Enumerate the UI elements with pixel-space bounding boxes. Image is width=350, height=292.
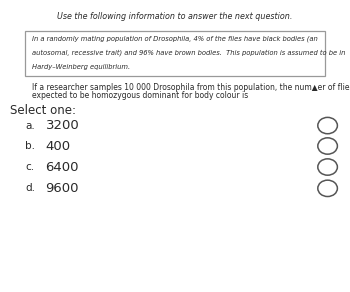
Text: expected to be homozygous dominant for body colour is: expected to be homozygous dominant for b… (32, 91, 248, 100)
FancyBboxPatch shape (25, 31, 325, 76)
Text: b.: b. (25, 141, 35, 151)
Circle shape (318, 159, 337, 175)
Text: Hardy–Weinberg equilibrium.: Hardy–Weinberg equilibrium. (32, 64, 130, 70)
Text: Use the following information to answer the next question.: Use the following information to answer … (57, 12, 293, 21)
Circle shape (318, 117, 337, 134)
Text: a.: a. (25, 121, 35, 131)
Text: d.: d. (25, 183, 35, 193)
Text: If a researcher samples 10 000 Drosophila from this population, the num▲er of fl: If a researcher samples 10 000 Drosophil… (32, 83, 350, 92)
Text: 3200: 3200 (46, 119, 79, 132)
Text: In a randomly mating population of Drosophila, 4% of the flies have black bodies: In a randomly mating population of Droso… (32, 36, 317, 42)
Text: 400: 400 (46, 140, 71, 152)
Text: autosomal, recessive trait) and 96% have brown bodies.  This population is assum: autosomal, recessive trait) and 96% have… (32, 50, 345, 56)
Text: c.: c. (25, 162, 34, 172)
Text: 6400: 6400 (46, 161, 79, 173)
Text: 9600: 9600 (46, 182, 79, 195)
Text: Select one:: Select one: (10, 104, 77, 117)
Circle shape (318, 138, 337, 154)
Circle shape (318, 180, 337, 197)
